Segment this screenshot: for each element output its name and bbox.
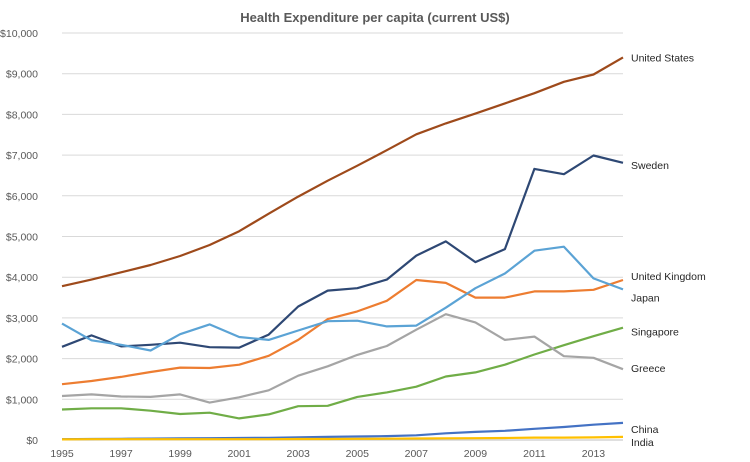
series-line-japan [61,245,624,352]
y-tick-label: $6,000 [6,191,38,203]
x-tick-label: 2011 [523,448,546,460]
series-line-sweden [61,154,624,349]
x-tick-label: 2013 [582,448,606,460]
series-line-india [61,435,624,441]
series-label-sweden: Sweden [631,160,669,172]
x-tick-label: 2007 [405,448,429,460]
x-tick-label: 2003 [287,448,311,460]
series-line-singapore [61,326,624,420]
series-end-labels: United States Sweden United Kingdom Japan Si… [631,52,706,449]
series-line-united-states [61,56,624,288]
y-tick-label: $3,000 [6,313,38,325]
x-tick-label: 1995 [50,448,74,460]
y-tick-label: $5,000 [6,232,38,244]
y-tick-label: $9,000 [6,69,38,81]
series-line-greece [61,313,624,404]
series-line-united-kingdom [61,278,624,386]
y-tick-label: $2,000 [6,354,38,366]
series-label-united-kingdom: United Kingdom [631,271,706,283]
y-tick-label: $0 [26,435,38,447]
y-tick-label: $7,000 [6,150,38,162]
x-tick-label: 1997 [109,448,133,460]
y-tick-label: $4,000 [6,272,38,284]
chart-title: Health Expenditure per capita (current U… [240,10,509,25]
y-tick-label: $1,000 [6,394,38,406]
series-label-united-states: United States [631,52,694,64]
x-tick-label: 1999 [168,448,192,460]
series-label-japan: Japan [631,292,660,304]
x-axis-tick-labels: 1995 1997 1999 2001 2003 2005 2007 2009 2011 2013 [50,448,605,460]
x-tick-label: 2009 [464,448,488,460]
x-tick-label: 2001 [227,448,251,460]
series-lines [61,56,624,441]
x-tick-label: 2005 [346,448,370,460]
series-label-india: India [631,437,654,449]
y-tick-label: $10,000 [0,28,38,40]
series-label-china: China [631,424,659,436]
gridlines [62,32,623,400]
series-label-greece: Greece [631,363,666,375]
y-axis-tick-labels: $0 $1,000 $2,000 $3,000 $4,000 $5,000 $6,000 $7… [0,28,38,447]
y-tick-label: $8,000 [6,109,38,121]
series-label-singapore: Singapore [631,327,679,339]
